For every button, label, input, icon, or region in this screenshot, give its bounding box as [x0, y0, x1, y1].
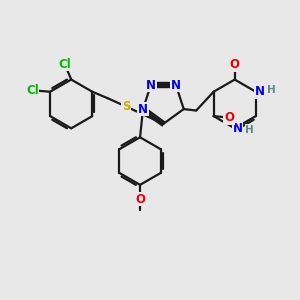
- Text: O: O: [135, 193, 145, 206]
- Text: H: H: [245, 125, 254, 135]
- Text: O: O: [230, 58, 240, 71]
- Text: O: O: [224, 111, 234, 124]
- Text: H: H: [267, 85, 276, 95]
- Text: S: S: [122, 100, 130, 113]
- Text: N: N: [233, 122, 243, 135]
- Text: Cl: Cl: [26, 84, 39, 97]
- Text: N: N: [171, 79, 181, 92]
- Text: Cl: Cl: [58, 58, 71, 70]
- Text: N: N: [146, 79, 156, 92]
- Text: N: N: [254, 85, 264, 98]
- Text: N: N: [138, 103, 148, 116]
